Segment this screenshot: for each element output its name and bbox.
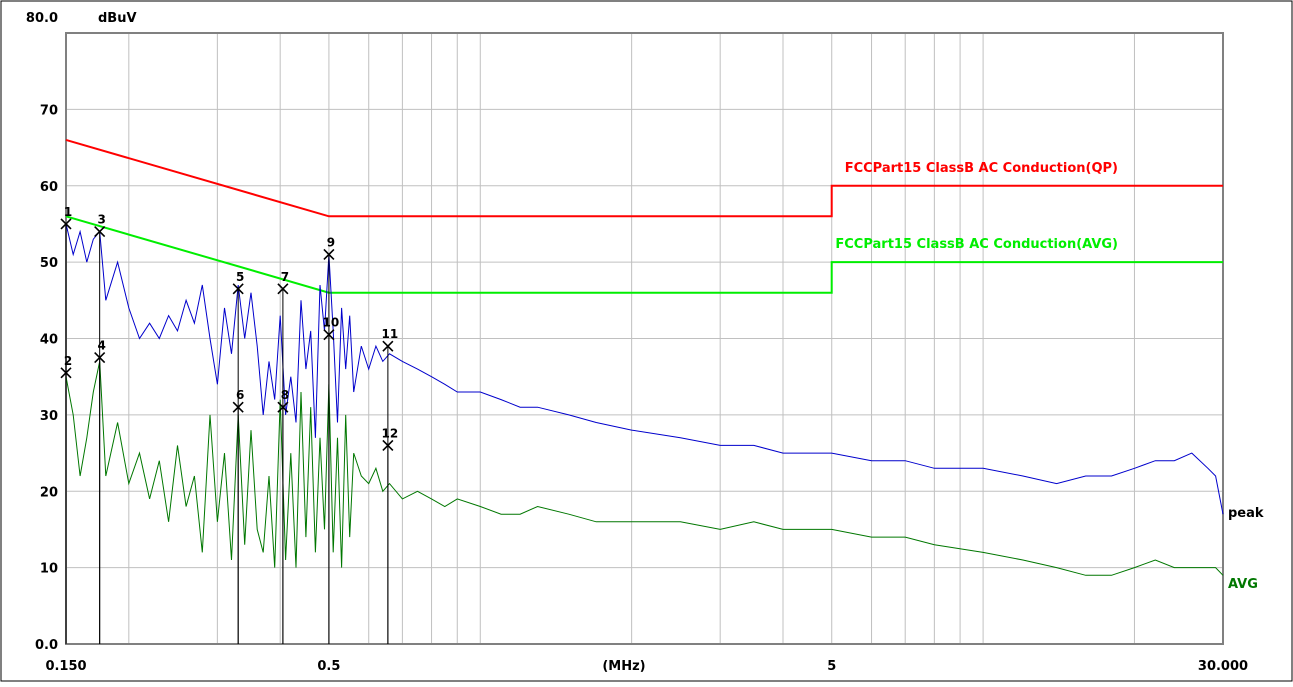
y-tick-label: 50 <box>40 256 58 271</box>
marker-label: 4 <box>97 339 105 353</box>
series-line-peak <box>65 223 1224 515</box>
y-tick-labels: 0.0 10 20 30 40 50 60 70 80.0 <box>26 11 58 653</box>
limit-label-qp: FCCPart15 ClassB AC Conduction(QP) <box>845 161 1118 176</box>
limit-lines: FCCPart15 ClassB AC Conduction(QP) FCCPar… <box>65 138 1223 294</box>
marker-label: 10 <box>323 316 340 330</box>
marker-cross <box>232 283 244 295</box>
marker-label: 5 <box>236 270 244 284</box>
y-tick-label: 60 <box>40 180 58 195</box>
marker-cross <box>382 340 394 352</box>
grid <box>66 33 1223 644</box>
y-axis-unit-label: dBuV <box>98 11 137 26</box>
marker-label: 1 <box>64 205 72 219</box>
marker-label: 8 <box>281 388 289 402</box>
y-tick-label: 10 <box>40 562 58 577</box>
marker-cross <box>60 218 72 230</box>
x-axis-unit-label: (MHz) <box>602 659 645 674</box>
y-tick-label: 70 <box>40 103 58 118</box>
marker-cross <box>232 401 244 413</box>
x-tick-labels: 0.150 0.5 5 30.000 <box>45 659 1248 674</box>
marker-label: 3 <box>97 213 105 227</box>
marker-label: 9 <box>327 235 335 249</box>
series-lines: peak AVG <box>65 223 1264 592</box>
marker-cross <box>323 329 335 341</box>
marker-cross <box>277 401 289 413</box>
marker-label: 12 <box>382 426 399 440</box>
marker-label: 7 <box>281 270 289 284</box>
y-tick-label: 20 <box>40 485 58 500</box>
series-line-avg <box>65 361 1224 576</box>
series-label-peak: peak <box>1228 506 1264 521</box>
marker-cross <box>94 226 106 238</box>
marker-cross <box>323 248 335 261</box>
marker-label: 11 <box>382 327 399 341</box>
marker-cross <box>382 439 394 451</box>
y-tick-label: 0.0 <box>35 638 58 653</box>
x-tick-label: 5 <box>827 659 836 674</box>
limit-label-avg: FCCPart15 ClassB AC Conduction(AVG) <box>835 237 1118 252</box>
marker-label: 6 <box>236 388 244 402</box>
x-tick-label: 0.150 <box>45 659 86 674</box>
limit-line-qp <box>65 138 1223 218</box>
y-tick-label: 40 <box>40 333 58 348</box>
marker-label: 2 <box>64 354 72 368</box>
y-tick-label: 30 <box>40 409 58 424</box>
x-tick-label: 0.5 <box>317 659 340 674</box>
limit-line-avg <box>65 215 1223 294</box>
series-label-avg: AVG <box>1228 577 1258 592</box>
marker-cross <box>94 352 106 364</box>
x-tick-label: 30.000 <box>1198 659 1248 674</box>
marker-cross <box>60 367 72 379</box>
y-tick-label: 80.0 <box>26 11 58 26</box>
marker-cross <box>277 283 289 295</box>
